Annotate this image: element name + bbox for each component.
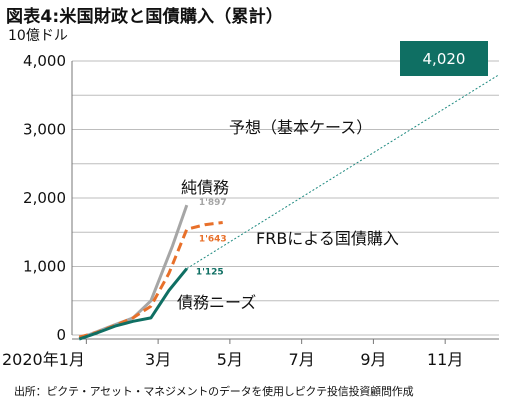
fed-purchase-annotation: FRBによる国債購入 <box>256 229 399 248</box>
forecast-annotation: 予想（基本ケース） <box>229 118 372 137</box>
series-line-2 <box>78 267 188 341</box>
x-tick-label: 3月 <box>145 350 171 369</box>
y-tick-label: 2,000 <box>23 189 66 207</box>
chart-title: 図表4:米国財政と国債購入（累計） <box>6 7 284 27</box>
x-tick-label: 5月 <box>217 350 243 369</box>
series-end-value-label: 1'897 <box>199 198 227 208</box>
series-end-value-label: 1'643 <box>199 234 227 244</box>
y-tick-label: 1,000 <box>23 258 66 276</box>
gridlines <box>71 60 499 340</box>
series-line-1 <box>78 221 223 339</box>
x-tick-label: 7月 <box>289 350 315 369</box>
x-axis-ticks: 2020年1月 3月 5月 7月 9月 11月 <box>2 339 463 369</box>
debt-needs-annotation: 債務ニーズ <box>177 293 256 312</box>
forecast-value-box <box>400 41 488 76</box>
source-note: 出所：ピクテ・アセット・マネジメントのデータを使用しピクテ投信投資顧問作成 <box>14 385 414 398</box>
series-end-labels: 1'897 1'643 1'125 <box>196 198 227 277</box>
y-tick-label: 0 <box>56 326 66 344</box>
y-axis-ticks: 0 1,000 2,000 3,000 4,000 <box>23 52 66 344</box>
y-tick-label: 3,000 <box>23 121 66 139</box>
series-lines <box>78 74 500 341</box>
forecast-value-label: 4,020 <box>423 50 466 68</box>
series-end-value-label: 1'125 <box>196 268 224 278</box>
y-tick-label: 4,000 <box>23 52 66 70</box>
x-tick-label: 11月 <box>427 350 463 369</box>
x-tick-label: 9月 <box>360 350 386 369</box>
series-line-3 <box>186 74 500 270</box>
x-tick-label: 2020年1月 <box>2 350 85 369</box>
y-axis-unit-label: 10億ドル <box>8 28 68 44</box>
net-debt-annotation: 純債務 <box>181 178 229 197</box>
